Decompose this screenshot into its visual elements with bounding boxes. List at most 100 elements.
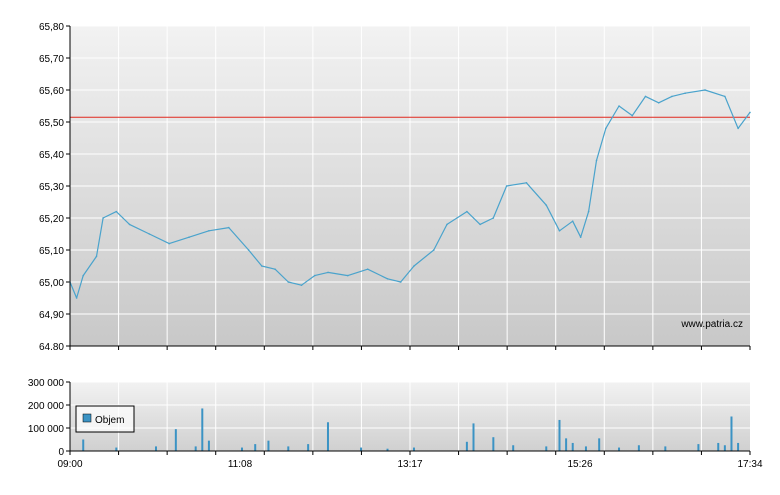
volume-y-tick-label: 100 000 [28,424,65,435]
price-point [466,210,468,213]
price-point [287,281,290,283]
volume-bar [201,408,204,451]
volume-bar [545,446,548,451]
volume-bar [598,438,601,451]
volume-bar [115,447,118,451]
price-y-tick-label: 65,70 [39,54,64,65]
price-point [82,274,85,277]
x-tick-label: 17:34 [737,459,762,470]
volume-bar [326,422,329,451]
price-point [724,95,726,98]
price-point [386,278,389,280]
x-tick-label: 09:00 [57,459,82,470]
volume-bar [618,447,621,451]
price-point [446,223,448,226]
volume-y-tick-label: 200 000 [28,401,65,412]
price-point [313,274,316,277]
price-y-tick-label: 64,90 [39,310,64,321]
volume-bar [730,416,733,451]
price-point [208,230,210,232]
legend-label: Objem [95,415,124,426]
volume-bar [723,445,726,451]
volume-y-tick-label: 0 [58,447,64,458]
volume-bar [174,429,177,451]
price-point [347,274,349,277]
price-point [657,102,660,104]
price-point [505,185,508,187]
x-tick-label: 15:26 [567,459,592,470]
price-point [274,268,276,271]
volume-bar [558,419,561,451]
volume-bar [637,445,640,451]
price-point [433,249,435,251]
volume-bar [737,442,740,451]
price-point [604,127,607,130]
price-y-tick-label: 65,40 [39,150,64,161]
price-point [413,265,415,267]
price-y-tick-label: 65,30 [39,182,64,193]
price-y-tick-label: 65,10 [39,246,64,257]
price-point [671,95,673,98]
volume-bar [154,446,157,451]
volume-bar [512,445,515,451]
price-y-tick-label: 65,00 [39,278,64,289]
price-point [168,242,171,245]
volume-y-tick-label: 300 000 [28,378,65,389]
volume-bar [194,446,197,451]
volume-bar [565,438,568,451]
price-point [366,268,369,271]
price-point [399,281,402,283]
price-y-tick-label: 65,50 [39,118,64,129]
price-point [227,226,230,229]
volume-panel: 0 100 000 200 000 300 000 09:00 11:08 13:17 15:… [28,378,763,470]
volume-bar [207,440,210,451]
price-point [148,233,151,235]
price-point [247,249,250,251]
x-tick-label: 13:17 [397,459,422,470]
volume-bar [664,446,667,451]
price-point [261,265,263,267]
price-y-tick-label: 65,60 [39,86,64,97]
volume-bar [571,442,574,451]
price-y-tick-label: 65,20 [39,214,64,225]
price-point [300,284,303,287]
price-panel: 64.80 64,90 65,00 65,10 65,20 65,30 65,40 65,50… [39,22,751,353]
price-point [102,217,104,219]
legend: Objem [75,405,135,433]
price-point [558,230,561,232]
price-point [595,159,598,162]
price-point [749,111,751,114]
price-point [579,236,582,238]
price-point [492,217,495,219]
volume-bar [287,446,290,451]
volume-bar [717,442,720,451]
price-point [571,220,574,222]
price-point [327,271,329,274]
volume-bar [492,437,495,451]
price-point [618,105,620,107]
volume-bar [307,444,310,451]
x-tick-label: 11:08 [228,459,253,470]
price-point [737,127,739,130]
price-point [545,204,548,206]
price-point [684,92,686,94]
price-point [188,236,190,238]
volume-bar [465,441,468,451]
volume-bar [584,446,587,451]
legend-swatch [82,413,92,423]
volume-bar [412,447,415,451]
price-point [128,223,131,226]
volume-bar [360,447,363,451]
volume-bar [267,440,270,451]
price-point [644,95,647,98]
volume-bar [254,444,257,451]
volume-bar [386,448,389,451]
price-point [704,89,706,91]
price-point [525,182,528,184]
price-point [95,255,98,258]
watermark-text: www.patria.cz [680,319,743,330]
volume-bar [82,439,85,451]
volume-bar [240,447,243,451]
